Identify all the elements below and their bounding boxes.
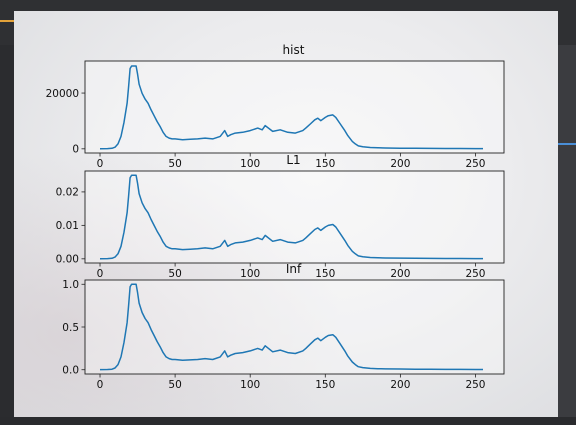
y-tick-label: 0.0 bbox=[62, 365, 79, 377]
series-line bbox=[99, 283, 483, 371]
y-tick-label: 20000 bbox=[46, 88, 79, 100]
x-tick-label: 0 bbox=[97, 268, 104, 280]
axes-frame bbox=[84, 170, 505, 264]
series-line bbox=[99, 174, 483, 260]
series-line bbox=[99, 65, 483, 150]
x-tick-label: 100 bbox=[240, 379, 260, 391]
subplot-title: hist bbox=[283, 43, 305, 57]
x-tick-label: 250 bbox=[465, 268, 485, 280]
x-tick-label: 150 bbox=[315, 268, 335, 280]
x-tick-label: 50 bbox=[168, 158, 181, 170]
x-tick-label: 50 bbox=[168, 379, 181, 391]
x-tick-label: 200 bbox=[390, 268, 410, 280]
x-tick-label: 250 bbox=[465, 379, 485, 391]
accent-line-left bbox=[0, 20, 14, 22]
x-tick-label: 0 bbox=[97, 158, 104, 170]
background-taskbar bbox=[0, 417, 576, 425]
y-tick-label: 0.00 bbox=[56, 254, 79, 266]
x-tick-label: 50 bbox=[168, 268, 181, 280]
x-tick-label: 200 bbox=[390, 158, 410, 170]
axes-frame bbox=[84, 60, 505, 154]
y-tick-label: 1.0 bbox=[62, 279, 79, 291]
y-tick-label: 0.02 bbox=[56, 187, 79, 199]
background-panel-right bbox=[558, 45, 576, 425]
x-tick-label: 150 bbox=[315, 379, 335, 391]
y-tick-label: 0 bbox=[72, 144, 79, 156]
subplot-title: L1 bbox=[286, 153, 300, 167]
y-tick-label: 0.01 bbox=[56, 220, 79, 232]
axes-frame bbox=[84, 279, 505, 375]
background-panel-left bbox=[0, 45, 14, 425]
subplot-title: Inf bbox=[286, 262, 302, 276]
subplot-l1: 0 50 100 150 200 250 0.00 0.01 0.02 L1 bbox=[56, 153, 505, 280]
x-tick-label: 150 bbox=[315, 158, 335, 170]
x-tick-label: 100 bbox=[240, 268, 260, 280]
y-tick-label: 0.5 bbox=[62, 322, 79, 334]
x-tick-label: 100 bbox=[240, 158, 260, 170]
x-tick-label: 250 bbox=[465, 158, 485, 170]
figure-wallpaper-shade bbox=[14, 11, 558, 417]
subplot-inf: 0 50 100 150 200 250 0.0 0.5 1.0 Inf bbox=[62, 262, 505, 391]
x-tick-label: 200 bbox=[390, 379, 410, 391]
subplot-hist: 0 50 100 150 200 250 0 20000 hist bbox=[46, 43, 505, 170]
matplotlib-figure bbox=[14, 11, 558, 417]
x-tick-label: 0 bbox=[97, 379, 104, 391]
accent-line-right bbox=[558, 143, 576, 145]
